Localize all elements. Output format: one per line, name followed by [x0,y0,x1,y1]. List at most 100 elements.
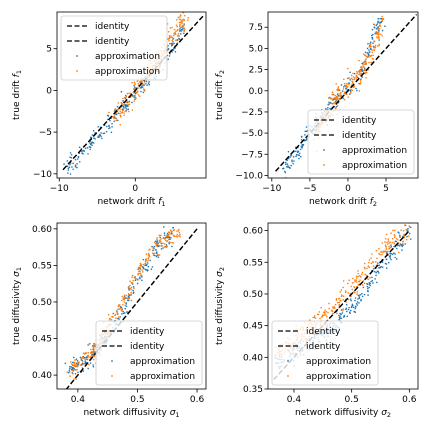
scatter-point [171,233,173,235]
scatter-point [367,261,370,264]
scatter-point [375,33,377,35]
scatter-point [152,249,155,251]
scatter-point [169,42,171,45]
scatter-point [291,160,293,163]
scatter-point [344,291,347,294]
scatter-point [373,40,375,42]
scatter-point [293,160,295,162]
scatter-point [370,262,373,265]
scatter-point [338,98,340,100]
scatter-point [403,233,405,236]
scatter-point [146,262,149,264]
scatter-point [127,294,130,296]
scatter-point [117,102,120,104]
scatter-point [93,350,95,352]
scatter-point [372,265,375,267]
scatter-point [172,41,174,43]
scatter-point [324,309,326,312]
scatter-point [72,168,74,171]
scatter-point [407,228,409,231]
scatter-point [137,94,140,96]
scatter-point [144,82,147,85]
y-tick-label: 5.0 [249,44,264,54]
scatter-point [127,103,130,106]
scatter-point [152,247,155,249]
scatter-point [341,294,343,296]
scatter-point [68,369,71,372]
scatter-point [329,107,331,110]
scatter-point [304,134,306,136]
scatter-point [167,238,170,241]
scatter-point [124,107,126,109]
scatter-point [339,92,342,95]
scatter-point [183,28,186,30]
scatter-point [180,26,183,28]
scatter-point [295,150,297,153]
scatter-point [82,370,85,372]
scatter-point [171,245,173,248]
scatter-point [399,244,401,246]
scatter-point [138,81,141,83]
x-tick-label: 0.6 [190,395,205,405]
scatter-point [347,83,350,86]
scatter-point [342,316,345,318]
scatter-point [74,164,77,167]
scatter-point [362,62,364,65]
scatter-point [378,25,381,27]
scatter-point [380,265,382,268]
scatter-point [94,138,96,140]
scatter-point [343,82,346,85]
scatter-point [105,130,108,133]
y-tick-label: 5 [46,45,52,55]
scatter-point [175,24,178,26]
scatter-point [126,297,128,299]
scatter-point [393,252,395,254]
legend-point-marker [76,70,78,72]
scatter-point [342,97,345,100]
legend-point-marker [287,375,289,377]
scatter-point [114,314,116,317]
scatter-point [121,108,124,111]
scatter-point [399,234,401,237]
legend-label: identity [342,116,377,126]
scatter-point [320,316,323,318]
scatter-point [368,281,371,284]
scatter-point [120,309,123,312]
legend-label: approximation [130,372,195,382]
scatter-point [338,316,341,319]
scatter-point [357,275,359,278]
scatter-point [83,149,85,152]
scatter-point [70,361,72,363]
scatter-point [366,285,369,288]
x-tick-label: −5 [303,184,316,194]
scatter-point [69,173,72,175]
scatter-point [131,274,134,277]
scatter-point [134,98,136,101]
legend-label: identity [306,342,341,352]
scatter-point [342,308,345,311]
scatter-point [97,135,100,137]
scatter-point [179,24,181,26]
scatter-point [115,119,118,122]
scatter-point [147,82,150,85]
scatter-point [335,83,337,85]
scatter-point [148,253,150,256]
scatter-point [113,117,115,120]
scatter-point [76,362,79,364]
scatter-point [76,166,78,169]
scatter-point [169,241,171,244]
scatter-point [338,301,341,304]
scatter-point [386,241,388,244]
scatter-point [156,238,158,241]
scatter-point [93,137,95,139]
scatter-point [164,239,167,242]
y-tick-label: −2.5 [241,108,263,118]
scatter-point [119,307,122,310]
scatter-point [404,224,406,226]
scatter-point [385,267,388,269]
scatter-point [160,248,163,250]
scatter-point [384,241,386,243]
scatter-point [124,307,127,310]
scatter-point [92,365,95,368]
scatter-point [331,91,334,93]
